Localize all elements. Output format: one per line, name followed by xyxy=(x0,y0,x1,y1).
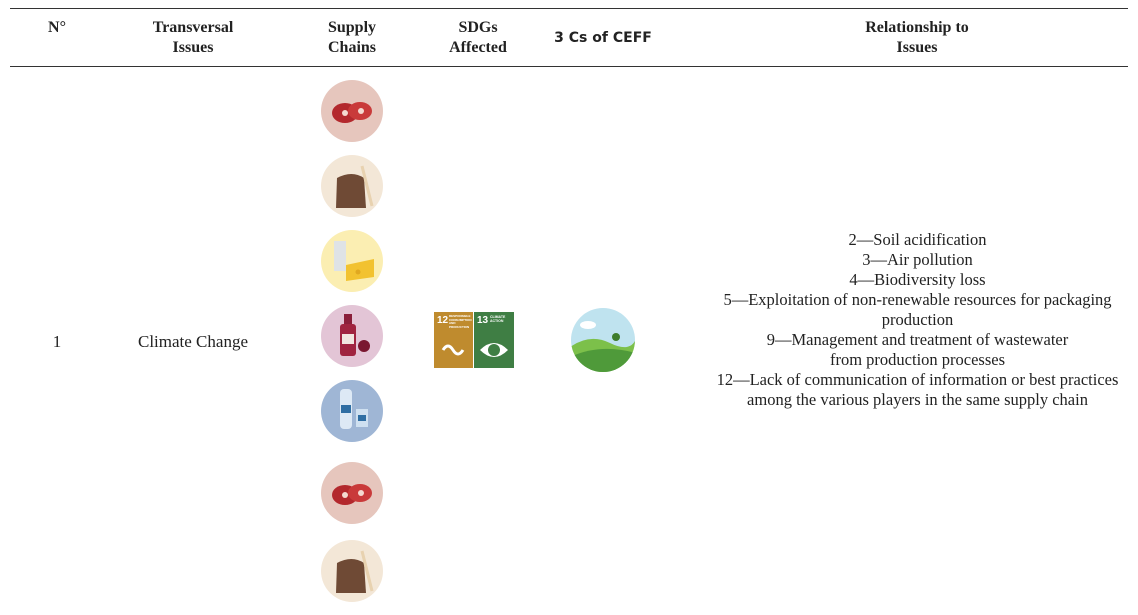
sdg-12-tile xyxy=(434,312,473,368)
header-cell: Relationship to Issues xyxy=(865,19,969,56)
header-cell: SDGs Affected xyxy=(449,19,507,56)
sdg-label: RESPONSIBLE CONSUMPTION AND PRODUCTION xyxy=(449,315,472,329)
relationship-item: 12—Lack of communication of information … xyxy=(716,370,1119,409)
grain-icon xyxy=(321,155,383,217)
water-icon xyxy=(321,380,383,442)
wine-icon xyxy=(321,305,383,367)
supply-chain-icons xyxy=(321,80,383,602)
relationship-list: 2—Soil acidification 3—Air pollution 4—B… xyxy=(710,230,1125,410)
header-rule xyxy=(10,66,1128,67)
header-cell: Transversal Issues xyxy=(152,19,234,56)
sdg-number: 12 xyxy=(437,315,449,326)
row-number: 1 xyxy=(52,332,62,351)
header-cell: Supply Chains xyxy=(327,19,377,56)
grain-icon xyxy=(321,540,383,602)
sdg-tiles: 12 RESPONSIBLE CONSUMPTION AND PRODUCTIO… xyxy=(434,312,514,368)
meat-icon xyxy=(321,462,383,524)
header-cell: 3 Cs of CEFF xyxy=(554,30,652,46)
relationship-item: 5—Exploitation of non-renewable resource… xyxy=(723,290,1112,329)
relationship-item: 4—Biodiversity loss xyxy=(849,270,986,289)
ceff-landscape-icon xyxy=(571,308,635,372)
meat-icon xyxy=(321,80,383,142)
relationship-item: 2—Soil acidification xyxy=(848,230,987,249)
dairy-icon xyxy=(321,230,383,292)
relationship-item: 3—Air pollution xyxy=(862,250,973,269)
top-rule xyxy=(10,8,1128,9)
issue: Climate Change xyxy=(137,332,248,351)
sdg-13-tile xyxy=(474,312,514,368)
sdg-label: CLIMATE ACTION xyxy=(490,315,506,323)
relationship-item: 9—Management and treatment of wastewater… xyxy=(766,330,1069,369)
sdg-number: 13 xyxy=(477,315,489,326)
header-cell: N° xyxy=(48,19,66,36)
